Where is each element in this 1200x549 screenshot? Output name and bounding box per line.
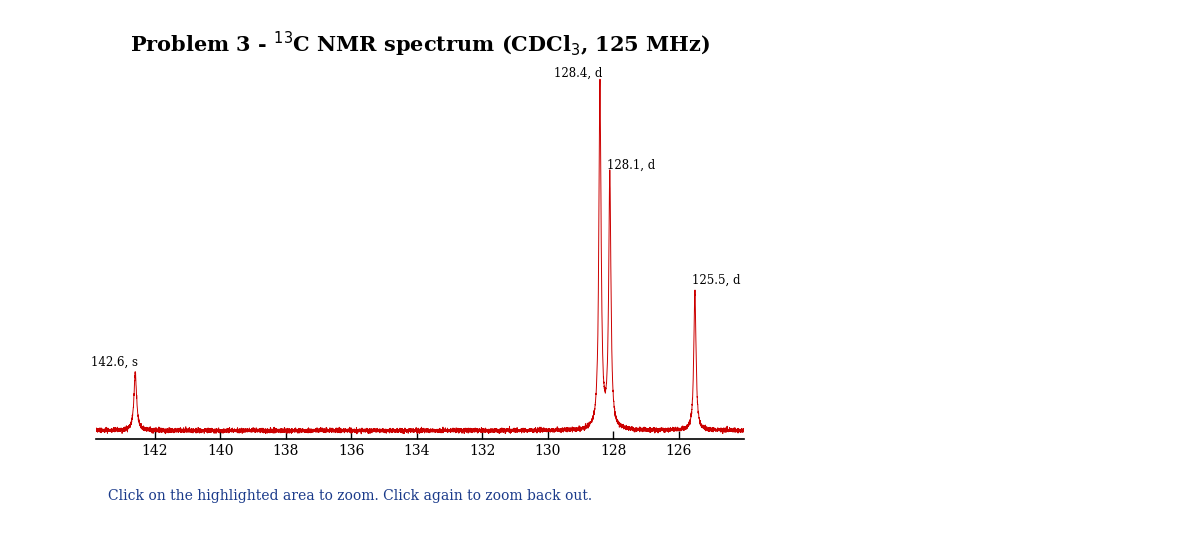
Text: 128.4, d: 128.4, d xyxy=(554,67,602,80)
Text: Click on the highlighted area to zoom. Click again to zoom back out.: Click on the highlighted area to zoom. C… xyxy=(108,489,592,502)
Text: 128.1, d: 128.1, d xyxy=(607,159,655,172)
Title: Problem 3 - $^{13}$C NMR spectrum (CDCl$_3$, 125 MHz): Problem 3 - $^{13}$C NMR spectrum (CDCl$… xyxy=(130,30,710,59)
Text: 142.6, s: 142.6, s xyxy=(91,356,138,369)
Text: 125.5, d: 125.5, d xyxy=(691,273,740,287)
